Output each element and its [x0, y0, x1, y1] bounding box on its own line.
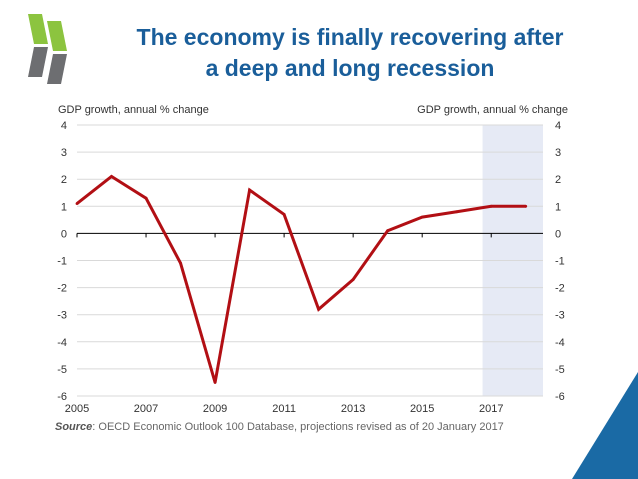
x-tick-label: 2015 — [410, 403, 434, 415]
y-tick-label-left: -1 — [57, 256, 67, 268]
title-line-2: a deep and long recession — [205, 55, 495, 81]
data-point — [248, 188, 251, 192]
data-point — [144, 196, 148, 200]
x-tick-label: 2013 — [341, 403, 365, 415]
y-tick-label-left: -6 — [57, 391, 67, 403]
y-tick-labels-left: 4 3 2 1 0 -1 -2 -3 -4 -5 -6 — [57, 120, 67, 403]
data-point — [489, 204, 493, 208]
data-point — [455, 210, 459, 214]
series-line-gdp-growth — [76, 174, 526, 383]
x-tick-label: 2009 — [203, 403, 227, 415]
data-point — [524, 204, 528, 208]
data-point — [317, 307, 321, 311]
y-tick-label-right: 4 — [555, 120, 561, 132]
source-text: : OECD Economic Outlook 100 Database, pr… — [92, 421, 504, 433]
y-tick-label-right: -1 — [555, 256, 565, 268]
y-tick-label-right: 3 — [555, 147, 561, 159]
y-tick-label-right: -3 — [555, 310, 565, 322]
y-tick-label-left: 2 — [61, 174, 67, 186]
title-line-1: The economy is finally recovering after — [136, 24, 564, 50]
y-tick-label-right: 2 — [555, 174, 561, 186]
y-tick-label-left: -2 — [57, 283, 67, 295]
source-note: Source: OECD Economic Outlook 100 Databa… — [55, 421, 504, 433]
y-axis-label-left: GDP growth, annual % change — [58, 104, 209, 116]
y-tick-label-right: -2 — [555, 283, 565, 295]
y-tick-label-left: 3 — [61, 147, 67, 159]
data-point — [213, 381, 217, 384]
data-point — [420, 215, 424, 219]
data-point — [179, 261, 182, 265]
x-tick-marks — [76, 233, 492, 238]
x-tick-label: 2017 — [479, 403, 503, 415]
y-tick-label-left: 0 — [61, 228, 67, 240]
oecd-logo — [28, 14, 67, 84]
y-tick-label-left: -3 — [57, 310, 67, 322]
y-tick-label-right: -6 — [555, 391, 565, 403]
y-tick-label-left: 4 — [61, 120, 67, 132]
x-tick-label: 2005 — [65, 403, 89, 415]
x-tick-label: 2007 — [134, 403, 158, 415]
data-point — [386, 229, 390, 233]
y-tick-label-left: -5 — [57, 364, 67, 376]
y-tick-label-right: 0 — [555, 228, 561, 240]
series-gdp-growth — [75, 174, 528, 384]
y-tick-label-right: -4 — [555, 337, 565, 349]
data-point — [351, 278, 355, 281]
data-point — [110, 175, 113, 178]
y-tick-labels-right: 4 3 2 1 0 -1 -2 -3 -4 -5 -6 — [555, 120, 565, 403]
y-tick-label-right: -5 — [555, 364, 565, 376]
y-tick-label-right: 1 — [555, 201, 561, 213]
data-point — [75, 202, 79, 205]
y-tick-label-left: -4 — [57, 337, 67, 349]
y-tick-label-left: 1 — [61, 201, 67, 213]
y-axis-label-right: GDP growth, annual % change — [417, 104, 568, 116]
data-point — [282, 213, 286, 216]
x-tick-label: 2011 — [272, 403, 296, 415]
page-title: The economy is finally recovering after … — [100, 22, 600, 84]
source-label: Source — [55, 421, 93, 433]
x-tick-labels: 2005 2007 2009 2011 2013 2015 2017 — [65, 403, 504, 415]
oecd-logo-mark — [28, 14, 67, 84]
